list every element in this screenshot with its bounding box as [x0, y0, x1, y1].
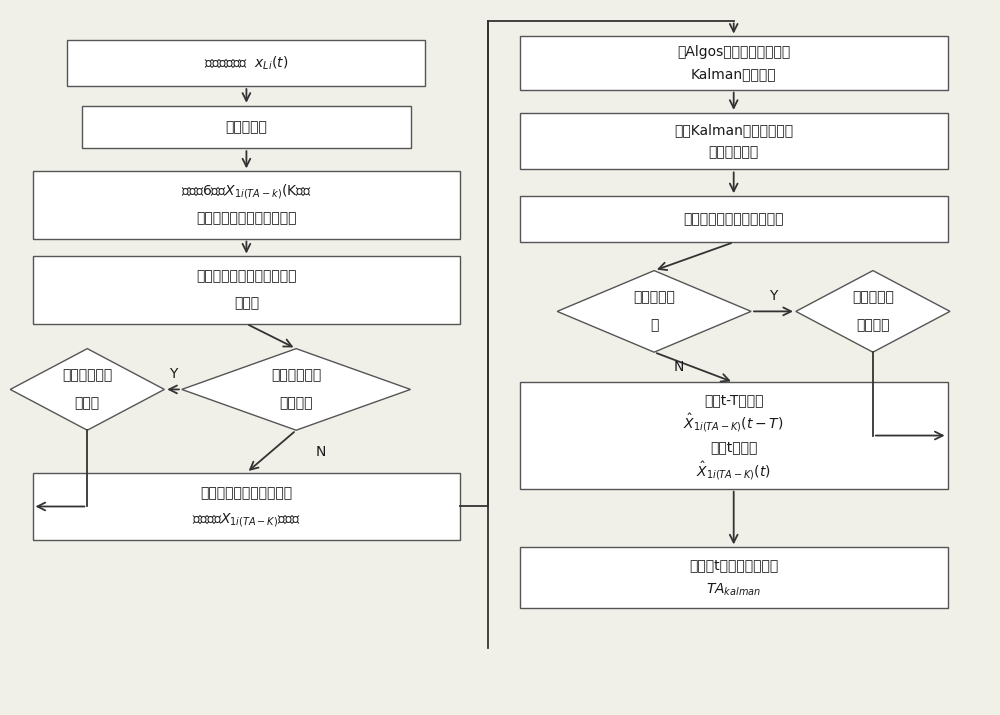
Text: 阵的噪声系数: 阵的噪声系数: [709, 145, 759, 159]
FancyBboxPatch shape: [33, 172, 460, 239]
FancyBboxPatch shape: [520, 383, 948, 489]
FancyBboxPatch shape: [520, 547, 948, 608]
Text: $\hat{X}_{1i(TA-K)}(t)$: $\hat{X}_{1i(TA-K)}(t)$: [696, 460, 771, 483]
Text: 限: 限: [650, 319, 658, 332]
Text: N: N: [674, 360, 684, 374]
Text: 利用上式计算的权重作为: 利用上式计算的权重作为: [200, 486, 292, 500]
Text: 最大上限: 最大上限: [279, 397, 313, 410]
Text: 原子钟号）计算哈德玛方差: 原子钟号）计算哈德玛方差: [196, 212, 297, 225]
FancyBboxPatch shape: [520, 196, 948, 242]
Text: 是否大于权重: 是否大于权重: [271, 368, 321, 382]
FancyBboxPatch shape: [520, 113, 948, 169]
Text: $\hat{X}_{1i(TA-K)}(t-T)$: $\hat{X}_{1i(TA-K)}(t-T)$: [683, 412, 784, 435]
FancyBboxPatch shape: [33, 473, 460, 540]
Text: 的权重: 的权重: [234, 297, 259, 310]
Text: Y: Y: [169, 367, 177, 381]
Text: 判断权重上: 判断权重上: [633, 290, 675, 304]
Text: N: N: [316, 445, 326, 458]
FancyBboxPatch shape: [67, 40, 425, 86]
FancyBboxPatch shape: [33, 257, 460, 324]
Text: 计算在t时刻的钟组时间: 计算在t时刻的钟组时间: [689, 558, 778, 573]
Polygon shape: [182, 349, 411, 430]
Text: 原始钟差数据  $x_{Li}(t)$: 原始钟差数据 $x_{Li}(t)$: [204, 54, 289, 72]
Text: 数据预处理: 数据预处理: [225, 120, 267, 134]
Text: 计算本月$X_{1i(TA-K)}$的权重: 计算本月$X_{1i(TA-K)}$的权重: [192, 511, 301, 529]
Text: 大权重: 大权重: [75, 397, 100, 410]
Text: 最大权重: 最大权重: [856, 319, 890, 332]
Text: $TA_{kalman}$: $TA_{kalman}$: [706, 581, 761, 598]
Text: 将Algos算得到的结果作为: 将Algos算得到的结果作为: [677, 46, 790, 59]
Text: 设定权重为: 设定权重为: [852, 290, 894, 304]
Text: Y: Y: [769, 289, 778, 302]
Polygon shape: [10, 349, 164, 430]
Polygon shape: [796, 270, 950, 352]
FancyBboxPatch shape: [520, 36, 948, 89]
Text: 计算Kalman算法的噪声矩: 计算Kalman算法的噪声矩: [674, 123, 793, 137]
Text: 利用前6个月$X_{1i(TA-k)}$(K代表: 利用前6个月$X_{1i(TA-k)}$(K代表: [181, 182, 312, 201]
FancyBboxPatch shape: [82, 106, 411, 148]
Polygon shape: [557, 270, 751, 352]
Text: 预测t时刻的: 预测t时刻的: [710, 440, 757, 454]
Text: Kalman算法输入: Kalman算法输入: [691, 66, 777, 81]
Text: 由噪声系数确定每台钟权重: 由噪声系数确定每台钟权重: [683, 212, 784, 226]
Text: 根据哈德玛方差计算每台钟: 根据哈德玛方差计算每台钟: [196, 270, 297, 284]
Text: 设定权重为最: 设定权重为最: [62, 368, 112, 382]
Text: 根据t-T时刻的: 根据t-T时刻的: [704, 393, 763, 407]
